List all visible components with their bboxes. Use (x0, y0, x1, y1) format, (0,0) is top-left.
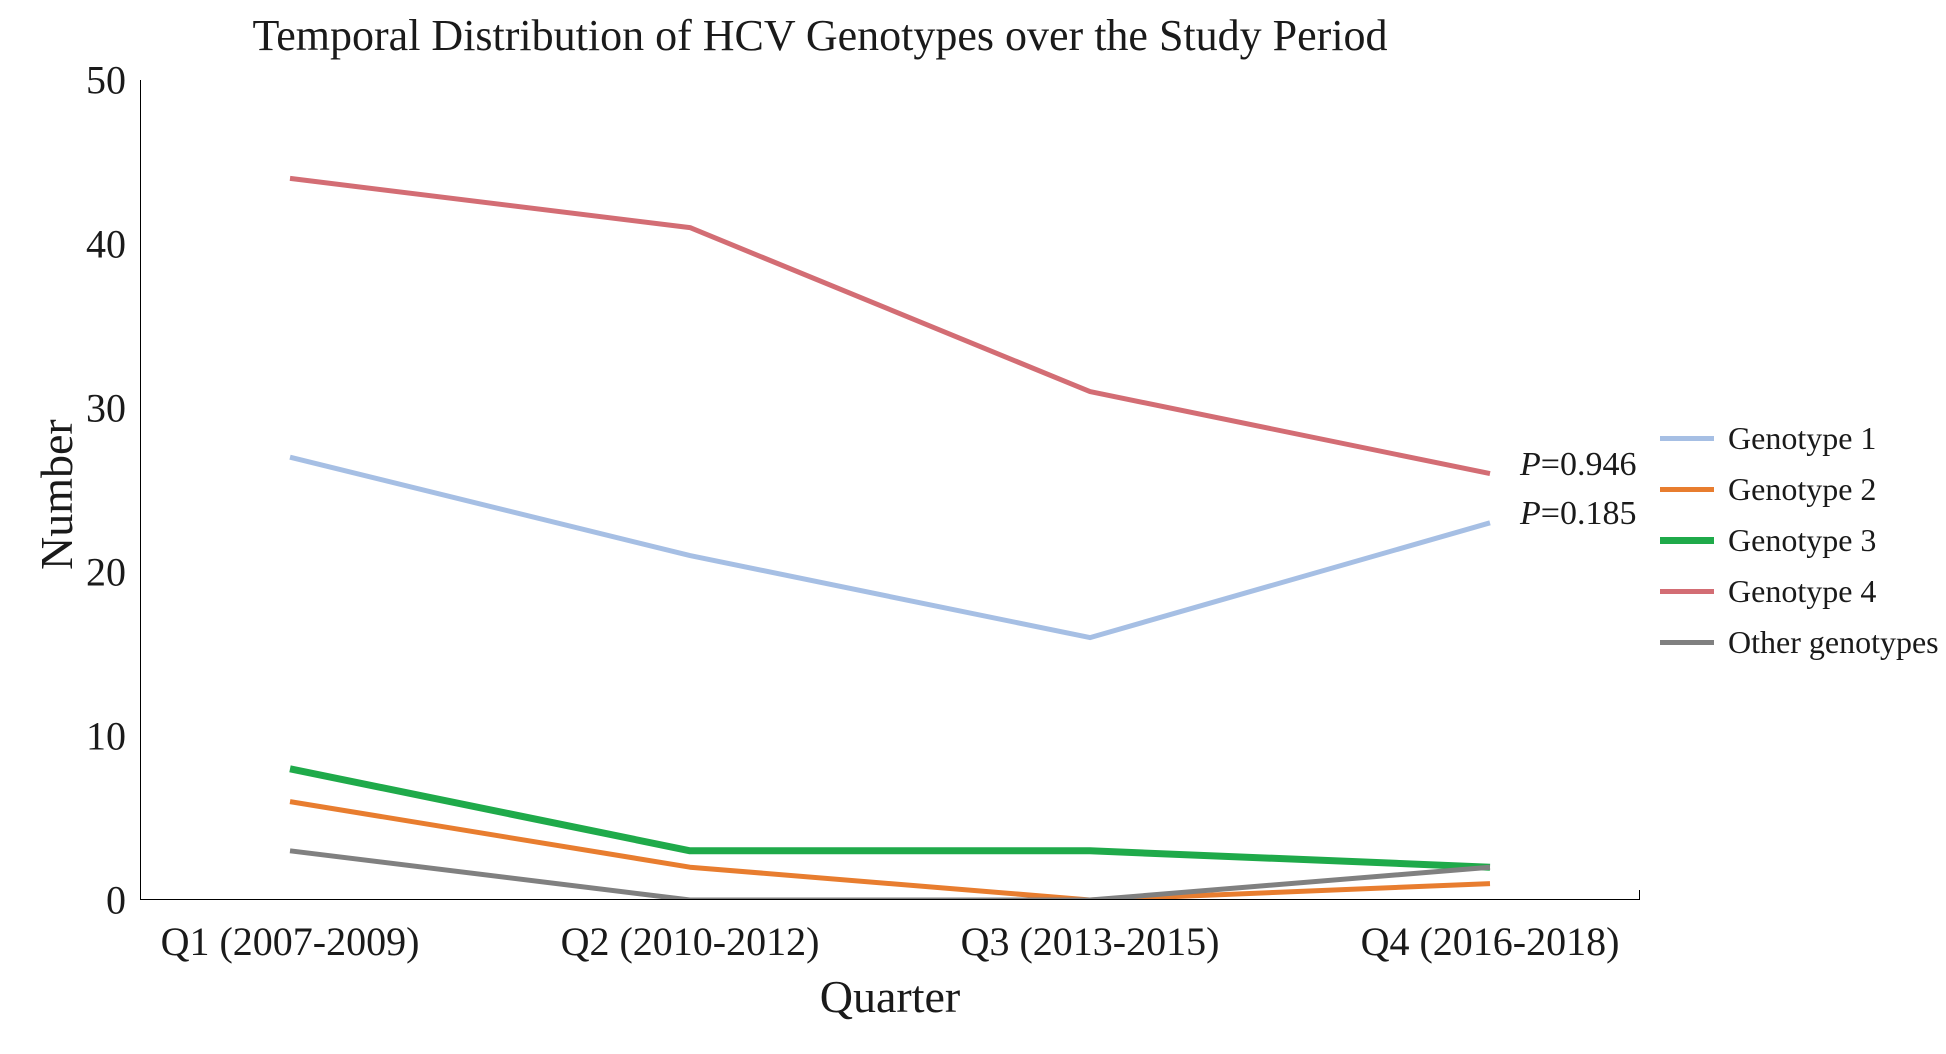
legend-label: Genotype 1 (1728, 420, 1876, 457)
legend-label: Other genotypes (1728, 624, 1939, 661)
legend: Genotype 1 Genotype 2 Genotype 3 Genotype 4… (1660, 420, 1939, 675)
series-line-3 (290, 178, 1490, 473)
chart-container: Temporal Distribution of HCV Genotypes o… (0, 0, 1946, 1054)
x-tick-label: Q4 (2016-2018) (1361, 918, 1620, 965)
legend-swatch (1660, 537, 1714, 544)
p-value-annotation: P=0.185 (1520, 495, 1636, 533)
p-value: =0.946 (1541, 446, 1637, 483)
p-value-annotation: P=0.946 (1520, 446, 1636, 484)
legend-swatch (1660, 487, 1714, 492)
plot-area (140, 80, 1640, 900)
x-tick-label: Q3 (2013-2015) (961, 918, 1220, 965)
y-tick-label: 40 (6, 221, 126, 268)
axis-lines (140, 80, 1640, 900)
p-prefix: P (1520, 495, 1541, 532)
y-tick-label: 0 (6, 877, 126, 924)
legend-item: Other genotypes (1660, 624, 1939, 661)
legend-label: Genotype 4 (1728, 573, 1876, 610)
legend-item: Genotype 3 (1660, 522, 1939, 559)
legend-item: Genotype 1 (1660, 420, 1939, 457)
p-prefix: P (1520, 446, 1541, 483)
y-axis-label: Number (30, 419, 83, 570)
legend-label: Genotype 2 (1728, 471, 1876, 508)
y-tick-label: 50 (6, 57, 126, 104)
legend-swatch (1660, 589, 1714, 594)
legend-swatch (1660, 436, 1714, 441)
y-tick-label: 10 (6, 713, 126, 760)
axes-group (140, 80, 1640, 900)
chart-title: Temporal Distribution of HCV Genotypes o… (0, 10, 1640, 61)
legend-item: Genotype 2 (1660, 471, 1939, 508)
series-line-0 (290, 457, 1490, 637)
x-axis-label: Quarter (820, 970, 960, 1023)
legend-swatch (1660, 640, 1714, 645)
series-group (290, 178, 1490, 900)
x-tick-label: Q1 (2007-2009) (161, 918, 420, 965)
legend-item: Genotype 4 (1660, 573, 1939, 610)
series-line-2 (290, 769, 1490, 867)
legend-label: Genotype 3 (1728, 522, 1876, 559)
p-value: =0.185 (1541, 495, 1637, 532)
x-tick-label: Q2 (2010-2012) (561, 918, 820, 965)
